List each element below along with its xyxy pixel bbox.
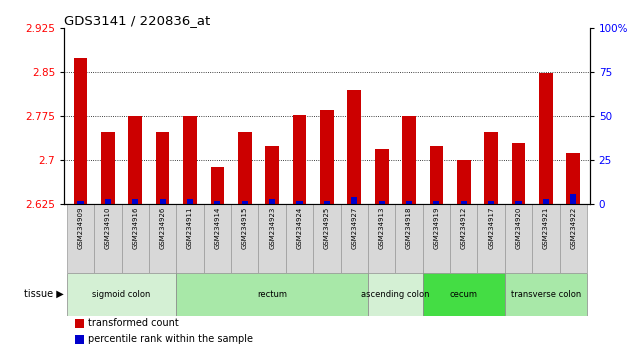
Bar <box>512 143 526 204</box>
Bar <box>183 116 197 204</box>
Text: ascending colon: ascending colon <box>361 290 429 299</box>
Bar <box>293 114 306 204</box>
Bar <box>505 273 587 316</box>
Text: tissue ▶: tissue ▶ <box>24 289 63 299</box>
Bar <box>402 116 416 204</box>
Bar <box>258 204 286 273</box>
Text: sigmoid colon: sigmoid colon <box>92 290 151 299</box>
Bar <box>149 204 176 273</box>
Bar <box>488 201 494 204</box>
Bar <box>351 197 358 204</box>
Bar <box>515 201 522 204</box>
Bar <box>368 204 395 273</box>
Bar <box>67 273 176 316</box>
Bar <box>74 335 84 344</box>
Text: transverse colon: transverse colon <box>511 290 581 299</box>
Bar <box>570 194 576 204</box>
Text: GDS3141 / 220836_at: GDS3141 / 220836_at <box>64 14 210 27</box>
Text: percentile rank within the sample: percentile rank within the sample <box>88 334 253 344</box>
Text: GSM234916: GSM234916 <box>132 206 138 249</box>
Text: GSM234918: GSM234918 <box>406 206 412 249</box>
Bar <box>231 204 258 273</box>
Bar <box>160 199 166 204</box>
Text: GSM234925: GSM234925 <box>324 206 330 249</box>
Bar <box>176 273 368 316</box>
Bar <box>94 204 122 273</box>
Bar <box>101 132 115 204</box>
Bar <box>324 201 330 204</box>
Bar <box>543 199 549 204</box>
Bar <box>450 204 478 273</box>
Bar <box>433 201 440 204</box>
Bar <box>242 201 248 204</box>
Bar <box>375 149 388 204</box>
Bar <box>422 204 450 273</box>
Text: GSM234920: GSM234920 <box>515 206 522 249</box>
Text: GSM234913: GSM234913 <box>379 206 385 249</box>
Bar <box>269 199 275 204</box>
Text: GSM234915: GSM234915 <box>242 206 248 249</box>
Bar <box>560 204 587 273</box>
Text: GSM234909: GSM234909 <box>78 206 83 249</box>
Bar <box>340 204 368 273</box>
Bar <box>478 204 505 273</box>
Bar <box>74 319 84 327</box>
Bar <box>532 204 560 273</box>
Bar <box>238 132 252 204</box>
Text: GSM234910: GSM234910 <box>105 206 111 249</box>
Text: rectum: rectum <box>257 290 287 299</box>
Bar <box>406 201 412 204</box>
Bar <box>429 145 444 204</box>
Bar <box>156 132 169 204</box>
Text: GSM234923: GSM234923 <box>269 206 275 249</box>
Bar <box>347 90 361 204</box>
Bar <box>210 167 224 204</box>
Bar <box>395 204 422 273</box>
Bar <box>128 116 142 204</box>
Bar <box>265 145 279 204</box>
Bar <box>105 199 111 204</box>
Bar <box>296 201 303 204</box>
Bar <box>422 273 505 316</box>
Text: GSM234911: GSM234911 <box>187 206 193 249</box>
Bar <box>461 201 467 204</box>
Bar <box>505 204 532 273</box>
Bar <box>214 201 221 204</box>
Text: GSM234919: GSM234919 <box>433 206 440 249</box>
Text: GSM234927: GSM234927 <box>351 206 357 249</box>
Text: GSM234924: GSM234924 <box>297 206 303 249</box>
Bar <box>320 110 334 204</box>
Bar <box>187 199 193 204</box>
Bar <box>286 204 313 273</box>
Bar <box>176 204 204 273</box>
Bar <box>74 58 87 204</box>
Bar <box>122 204 149 273</box>
Bar <box>485 132 498 204</box>
Text: transformed count: transformed count <box>88 318 179 327</box>
Bar <box>379 201 385 204</box>
Bar <box>67 204 94 273</box>
Bar <box>539 74 553 204</box>
Bar <box>132 199 138 204</box>
Bar <box>204 204 231 273</box>
Text: GSM234912: GSM234912 <box>461 206 467 249</box>
Text: cecum: cecum <box>450 290 478 299</box>
Bar <box>313 204 340 273</box>
Text: GSM234922: GSM234922 <box>570 206 576 249</box>
Bar <box>567 153 580 204</box>
Bar <box>78 201 83 204</box>
Text: GSM234914: GSM234914 <box>214 206 221 249</box>
Bar <box>368 273 422 316</box>
Bar <box>457 160 470 204</box>
Text: GSM234917: GSM234917 <box>488 206 494 249</box>
Text: GSM234926: GSM234926 <box>160 206 165 249</box>
Text: GSM234921: GSM234921 <box>543 206 549 249</box>
